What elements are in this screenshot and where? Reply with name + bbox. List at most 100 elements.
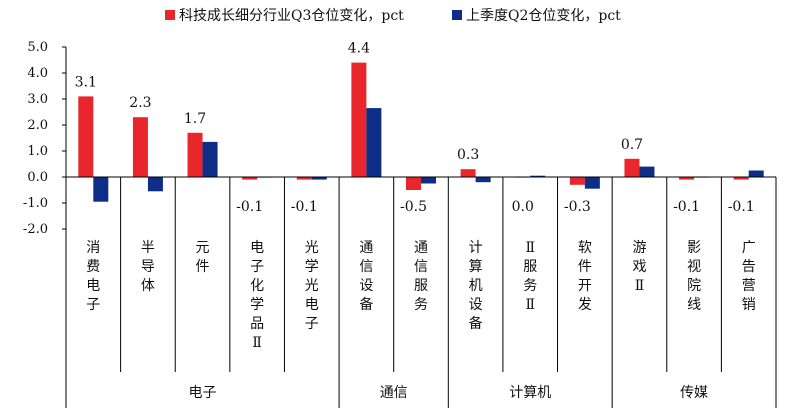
y-tick-label: 4.0 <box>27 66 48 81</box>
x-category-char: 光 <box>305 278 319 294</box>
bar-q2-8 <box>475 177 491 183</box>
x-category-char: 化 <box>250 278 264 294</box>
x-category-char: 视 <box>687 259 701 275</box>
y-tick-label: 2.0 <box>27 118 48 133</box>
legend-swatch-1 <box>165 10 175 20</box>
y-tick-label: 0.0 <box>27 170 48 185</box>
x-category-char: 广 <box>742 240 756 256</box>
x-category-char: 影 <box>687 240 701 256</box>
bar-q3-11 <box>624 158 640 177</box>
x-category-char: 导 <box>141 259 155 275</box>
x-category-char: 元 <box>196 240 210 256</box>
bar-q3-8 <box>460 169 476 177</box>
x-category-char: 游 <box>632 240 646 256</box>
data-labels: 3.1 2.3 1.7 -0.1 -0.1 4.4 -0.5 0.3 0.0 -0.3 0.7 -0.… <box>75 41 755 215</box>
y-tick-label: 3.0 <box>27 92 48 107</box>
x-category-char: 线 <box>687 297 701 313</box>
y-tick-label: 1.0 <box>27 144 48 159</box>
x-category-label-11: 游戏 Ⅱ <box>632 240 646 294</box>
data-label-13: -0.1 <box>728 199 755 215</box>
x-category-char: 务 <box>523 278 537 294</box>
y-tick-label: -2.0 <box>23 222 48 237</box>
x-category-char: 服 <box>523 259 537 275</box>
x-category-char: 信 <box>359 259 373 275</box>
data-label-3: 1.7 <box>184 111 206 127</box>
bar-q2-1 <box>93 177 109 202</box>
legend-swatch-2 <box>452 10 462 20</box>
bar-q3-13 <box>733 177 749 180</box>
x-category-char: 算 <box>469 259 483 275</box>
x-category-char: 学 <box>305 259 319 275</box>
group-label-2: 通信 <box>380 385 408 401</box>
bar-q3-10 <box>569 177 585 185</box>
bar-q3-3 <box>187 132 203 177</box>
bar-q2-13 <box>748 170 764 177</box>
data-label-12: -0.1 <box>673 199 700 215</box>
x-category-char: 子 <box>250 259 264 275</box>
bar-q3-1 <box>78 96 94 177</box>
x-category-char: 告 <box>742 259 756 275</box>
x-category-char: 务 <box>414 297 428 313</box>
y-axis: 5.0 4.0 3.0 2.0 1.0 0.0 -1.0 -2.0 <box>23 40 67 237</box>
bar-q3-5 <box>296 177 312 180</box>
bar-q2-5 <box>311 177 327 180</box>
data-label-7: -0.5 <box>400 199 427 215</box>
x-category-char: 消 <box>86 240 100 256</box>
x-category-char: 电 <box>86 278 100 294</box>
bar-q2-6 <box>366 108 382 177</box>
x-category-char: 半 <box>141 240 155 256</box>
x-category-char: 备 <box>359 296 373 313</box>
x-category-label-2: 半导体 <box>141 240 155 294</box>
x-category-char: 机 <box>469 278 483 294</box>
x-category-char: 光 <box>305 240 319 256</box>
bar-q2-7 <box>421 177 436 184</box>
x-category-char: 件 <box>196 259 210 275</box>
bars <box>78 62 764 202</box>
bar-q3-6 <box>351 62 367 177</box>
legend: 科技成长细分行业Q3仓位变化，pct 上季度Q2仓位变化，pct <box>165 8 621 24</box>
x-category-char: 品 <box>250 316 264 332</box>
y-tick-label: 5.0 <box>27 40 48 55</box>
bar-q2-9 <box>530 175 546 177</box>
x-category-char: 体 <box>141 278 155 294</box>
x-category-char: 销 <box>742 297 756 313</box>
data-label-8: 0.3 <box>457 147 479 163</box>
x-category-label-3: 元件 <box>196 240 210 275</box>
x-category-char: 电 <box>250 240 264 256</box>
x-category-label-9: Ⅱ 服务 Ⅱ <box>523 240 537 313</box>
bar-q2-10 <box>584 177 600 189</box>
x-axis: 消费电子半导体元件电子化学品Ⅱ光学光电子通信设备通信服务计算机设备Ⅱ服务Ⅱ软件开… <box>65 176 777 408</box>
x-category-char: Ⅱ <box>525 240 535 256</box>
bar-q3-7 <box>406 177 421 190</box>
x-category-char: 电 <box>305 297 319 313</box>
data-label-5: -0.1 <box>291 199 318 215</box>
x-category-char: 软 <box>578 240 592 256</box>
x-category-char: 设 <box>359 278 373 294</box>
data-label-6: 4.4 <box>348 41 370 57</box>
group-label-4: 传媒 <box>680 385 708 401</box>
bar-q2-3 <box>202 141 218 177</box>
x-category-char: 备 <box>469 315 483 332</box>
x-category-char: 院 <box>687 278 701 294</box>
bar-q3-4 <box>242 177 258 180</box>
x-category-char: 信 <box>414 259 428 275</box>
data-label-1: 3.1 <box>75 74 97 90</box>
group-label-1: 电子 <box>189 385 217 401</box>
data-label-2: 2.3 <box>129 95 151 111</box>
bar-q3-12 <box>679 177 695 180</box>
x-category-char: 戏 <box>632 259 646 275</box>
data-label-11: 0.7 <box>621 137 643 153</box>
x-category-char: 计 <box>469 240 483 256</box>
bar-q2-2 <box>147 177 163 192</box>
x-category-char: Ⅱ <box>252 335 262 351</box>
x-category-char: Ⅱ <box>635 278 645 294</box>
x-category-char: 营 <box>742 278 756 294</box>
legend-label-1: 科技成长细分行业Q3仓位变化，pct <box>179 8 404 24</box>
